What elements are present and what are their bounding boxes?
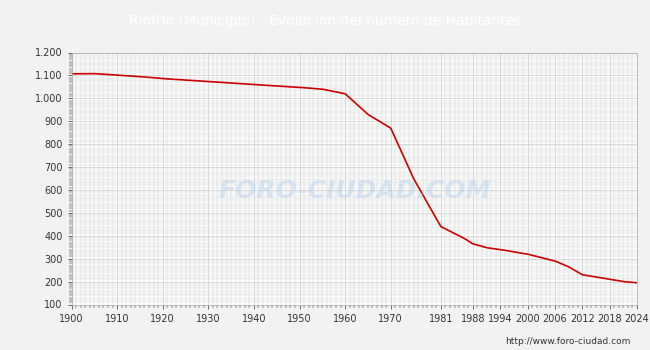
Text: Riofrío (Municipio) - Evolucion del numero de Habitantes: Riofrío (Municipio) - Evolucion del nume…	[129, 14, 521, 28]
Text: http://www.foro-ciudad.com: http://www.foro-ciudad.com	[505, 337, 630, 346]
Text: FORO-CIUDAD.COM: FORO-CIUDAD.COM	[218, 179, 491, 203]
